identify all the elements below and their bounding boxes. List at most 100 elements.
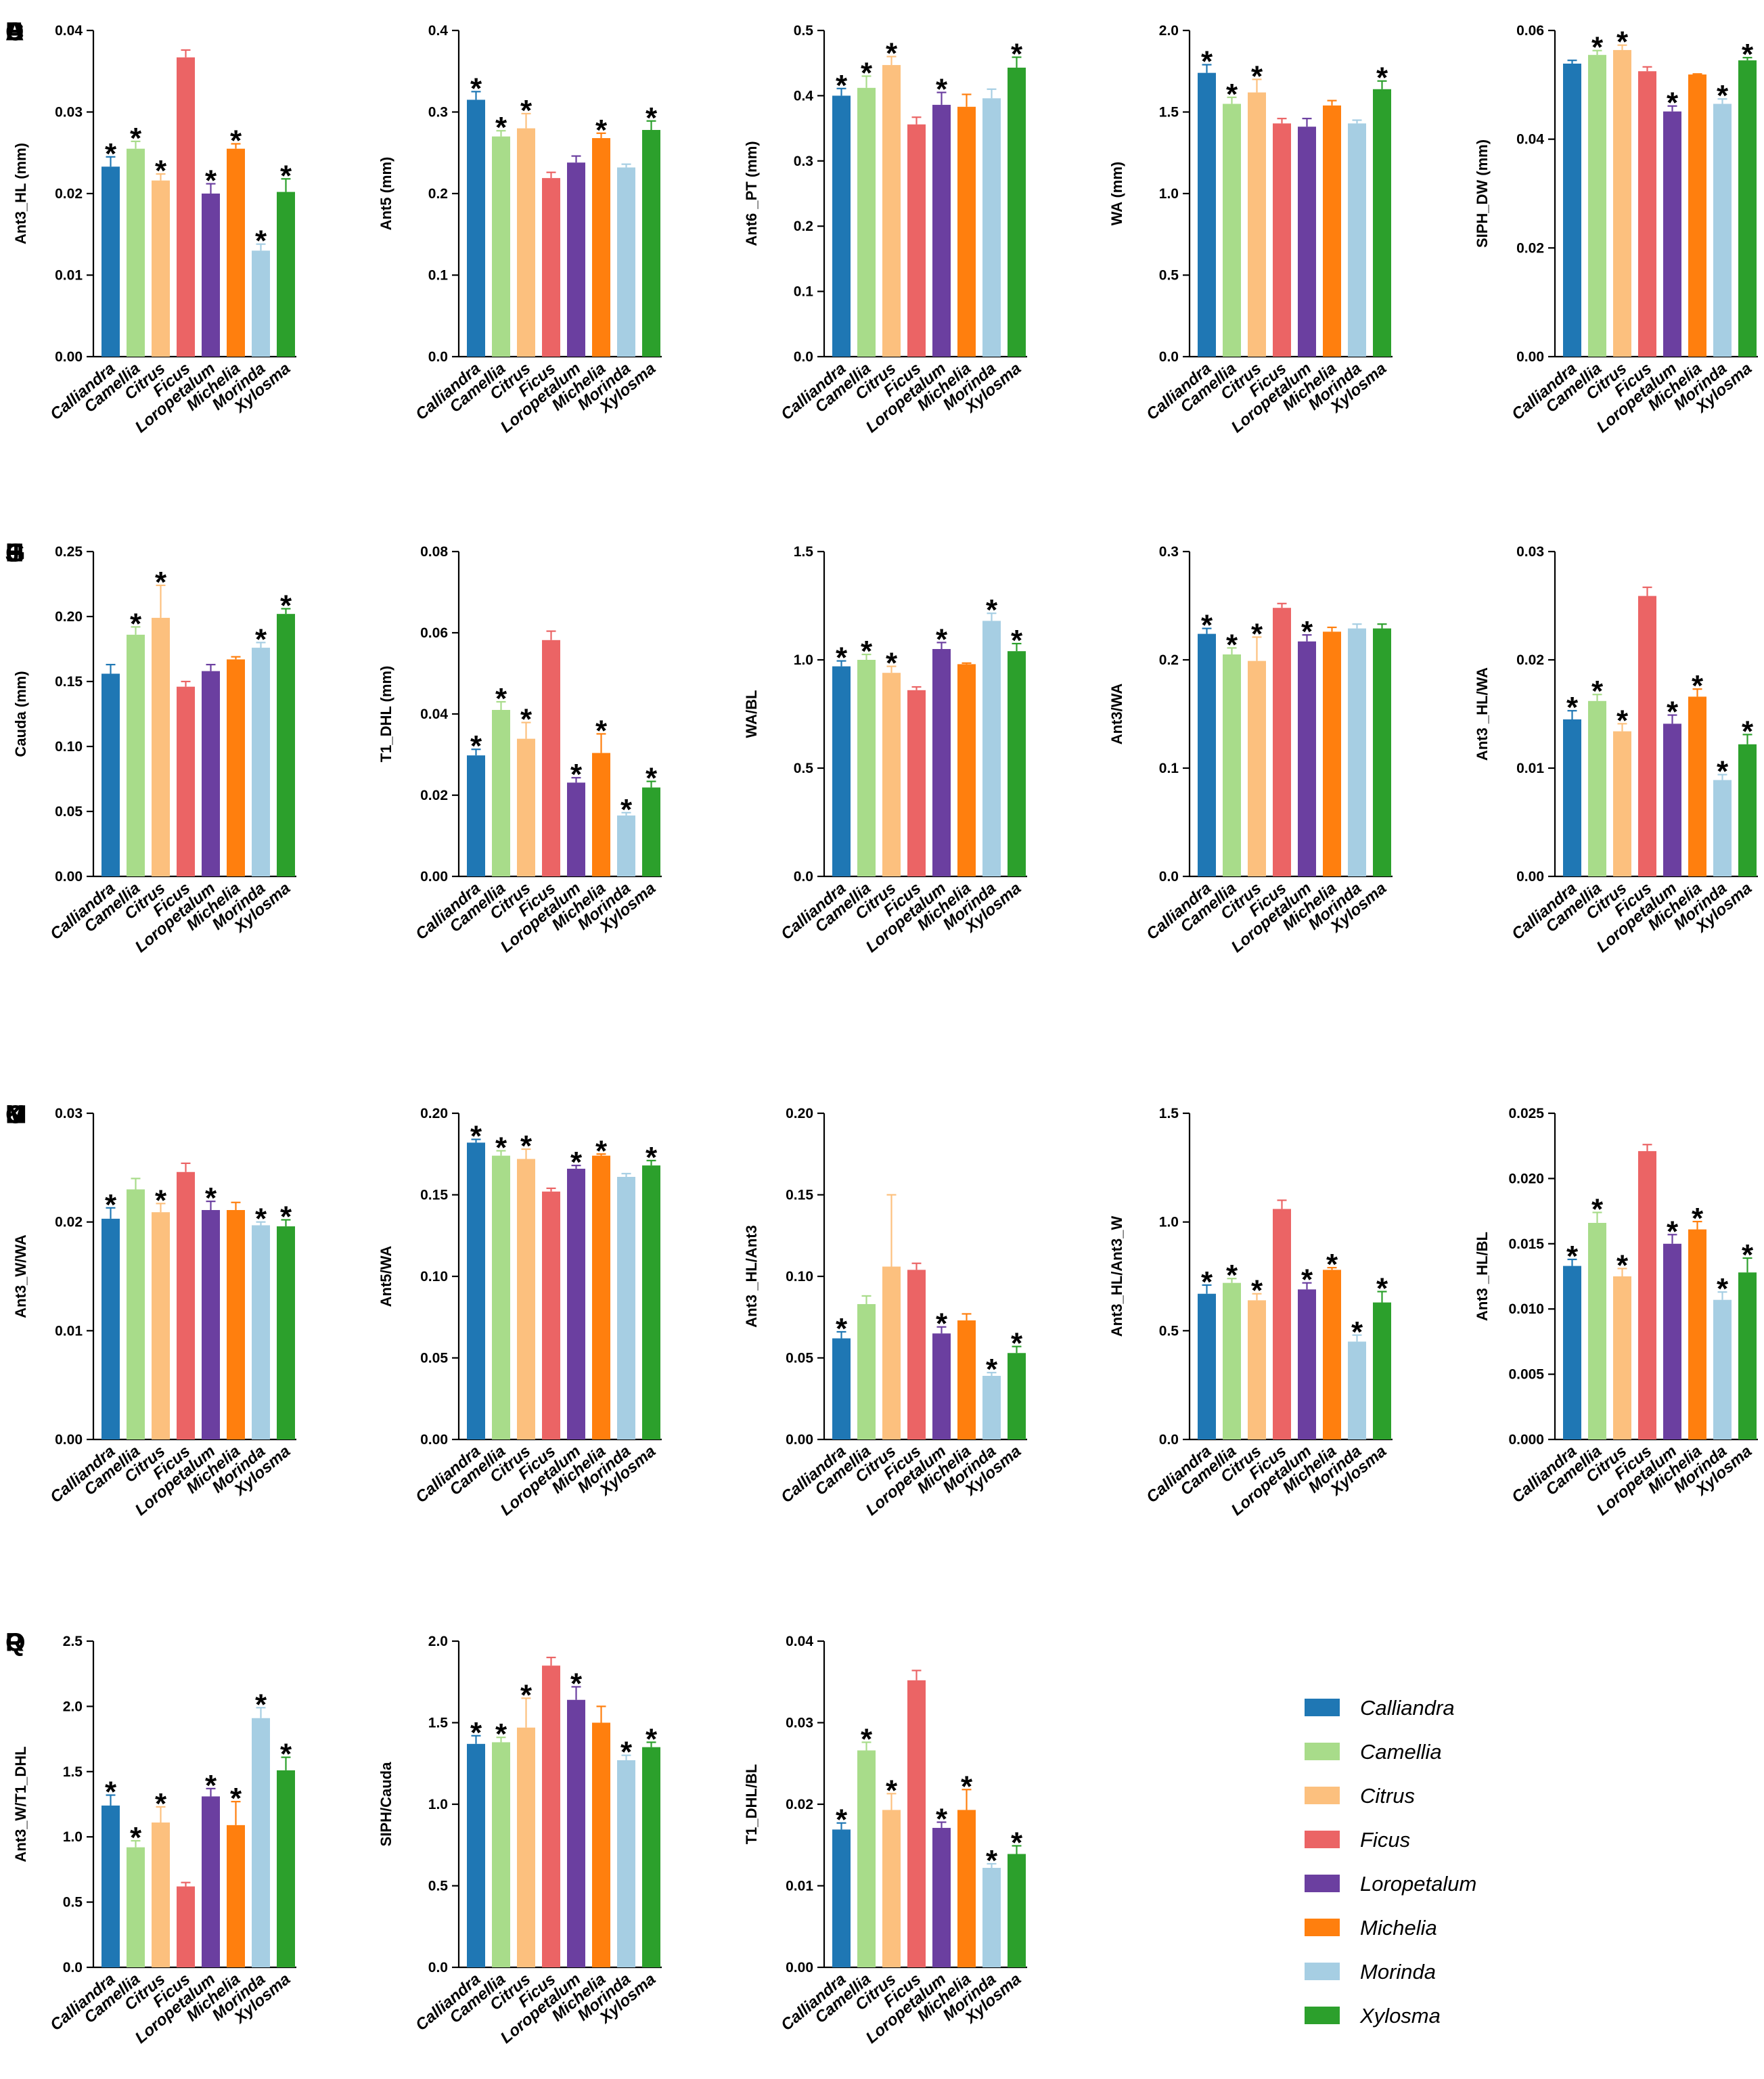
y-axis-label: Ant3_HL/Ant3_W: [1108, 1216, 1125, 1337]
significance-star: *: [1201, 609, 1213, 642]
bar-morinda: [982, 98, 1001, 357]
significance-star: *: [230, 1782, 242, 1815]
y-tick-label: 0.2: [428, 186, 448, 202]
significance-star: *: [861, 1722, 873, 1756]
bar-xylosma: [1008, 651, 1026, 876]
significance-star: *: [155, 1787, 167, 1820]
y-tick-label: 0.04: [786, 1634, 813, 1649]
bar-citrus: [517, 1159, 535, 1439]
significance-star: *: [646, 1722, 658, 1756]
legend-label: Morinda: [1360, 1960, 1436, 1984]
y-tick-label: 0.0: [428, 1960, 448, 1975]
bar-camellia: [1223, 1282, 1241, 1439]
significance-star: *: [495, 111, 507, 144]
y-axis-label: WA/BL: [743, 690, 760, 738]
bar-calliandra: [467, 1743, 485, 1967]
y-tick-label: 0.5: [428, 1879, 449, 1894]
significance-star: *: [1226, 78, 1238, 111]
bar-xylosma: [642, 1747, 660, 1967]
y-tick-label: 0.20: [786, 1106, 813, 1121]
y-tick-label: 1.0: [1159, 186, 1179, 202]
y-tick-label: 0.5: [1159, 1323, 1179, 1339]
bar-ficus: [907, 1270, 926, 1439]
panel-letter: I: [5, 539, 13, 567]
significance-star: *: [280, 159, 292, 192]
significance-star: *: [1226, 628, 1238, 661]
panel-letter: Q: [5, 1628, 26, 1657]
y-tick-label: 2.0: [63, 1699, 83, 1714]
y-axis-label: WA (mm): [1108, 162, 1125, 226]
bar-camellia: [857, 660, 876, 876]
bar-citrus: [1613, 731, 1631, 876]
bar-ficus: [542, 1191, 560, 1439]
y-tick-label: 0.15: [420, 1188, 448, 1203]
y-tick-label: 0.0: [428, 349, 448, 365]
significance-star: *: [646, 102, 658, 135]
legend-swatch: [1305, 1875, 1340, 1892]
significance-star: *: [130, 1821, 142, 1854]
significance-star: *: [470, 1716, 482, 1749]
bar-morinda: [982, 1867, 1001, 1967]
bar-xylosma: [1008, 1353, 1026, 1439]
legend-swatch: [1305, 1919, 1340, 1936]
bar-ficus: [1638, 596, 1656, 876]
bar-loropetalum: [1663, 723, 1681, 876]
bar-michelia: [592, 1722, 610, 1967]
panel-letter: E: [5, 18, 22, 46]
significance-star: *: [886, 647, 898, 680]
significance-star: *: [646, 1141, 658, 1174]
y-tick-label: 0.02: [420, 788, 448, 803]
significance-star: *: [495, 682, 507, 715]
y-tick-label: 0.00: [1516, 869, 1544, 885]
bar-morinda: [1713, 780, 1732, 876]
y-tick-label: 0.01: [55, 268, 83, 284]
significance-star: *: [986, 1844, 998, 1877]
bar-loropetalum: [567, 162, 585, 357]
bar-morinda: [252, 648, 270, 876]
bar-citrus: [1248, 661, 1266, 876]
significance-star: *: [1742, 715, 1754, 748]
y-tick-label: 0.0: [1159, 349, 1179, 365]
significance-star: *: [1011, 624, 1023, 657]
significance-star: *: [230, 124, 242, 157]
bar-loropetalum: [567, 1168, 585, 1439]
bar-michelia: [592, 753, 610, 876]
significance-star: *: [1376, 62, 1388, 95]
panel-letter: K: [5, 1100, 24, 1129]
bar-calliandra: [1198, 72, 1216, 357]
significance-star: *: [1011, 1327, 1023, 1360]
legend-label: Michelia: [1360, 1916, 1437, 1940]
significance-star: *: [1591, 31, 1604, 64]
significance-star: *: [620, 1736, 633, 1769]
y-tick-label: 1.5: [1159, 105, 1179, 120]
y-tick-label: 0.4: [428, 23, 449, 39]
chart-panel-I: IAnt3/WA0.00.10.20.3*Calliandra*Camellia…: [5, 539, 1393, 956]
y-tick-label: 0.4: [794, 88, 814, 104]
y-axis-label: Ant3 _HL/Ant3: [743, 1225, 760, 1328]
significance-star: *: [936, 73, 948, 106]
significance-star: *: [570, 1667, 583, 1700]
significance-star: *: [495, 1718, 507, 1751]
significance-star: *: [205, 164, 217, 198]
y-tick-label: 0.5: [63, 1895, 83, 1910]
y-tick-label: 0.00: [55, 869, 83, 885]
bar-michelia: [1323, 1270, 1341, 1439]
bar-xylosma: [1738, 60, 1757, 357]
bar-citrus: [1248, 92, 1266, 357]
bar-xylosma: [1373, 1302, 1391, 1439]
significance-star: *: [130, 607, 142, 640]
bar-morinda: [252, 1718, 270, 1967]
bar-calliandra: [1563, 719, 1581, 876]
significance-star: *: [886, 37, 898, 70]
y-tick-label: 0.3: [1159, 544, 1179, 560]
bar-loropetalum: [932, 104, 951, 357]
y-tick-label: 0.02: [1516, 240, 1544, 256]
bar-citrus: [152, 1212, 170, 1439]
significance-star: *: [130, 122, 142, 155]
chart-panel-P: PAnt3_W/T1_DHL0.00.51.01.52.02.5*Callian…: [5, 1628, 296, 2047]
bar-loropetalum: [202, 671, 220, 876]
y-tick-label: 0.5: [1159, 268, 1179, 284]
bar-loropetalum: [932, 1333, 951, 1439]
bar-ficus: [177, 57, 195, 357]
panel-letter: F: [5, 539, 21, 567]
